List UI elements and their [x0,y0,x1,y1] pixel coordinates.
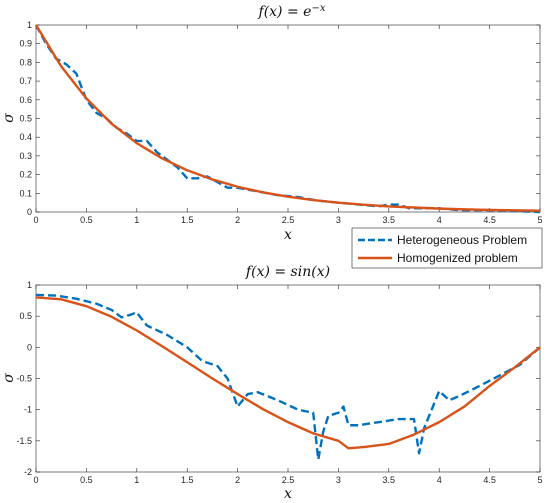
plot-sin-xtick-label: 2 [235,475,240,485]
plot-exp-xtick-label: 0.5 [80,215,93,225]
legend-label-heterogeneous: Heterogeneous Problem [397,233,527,247]
plot-exp-xtick-label: 5 [537,215,542,225]
plot-exp-xlabel: x [284,227,292,243]
plot-sin-axes-box [35,284,541,473]
legend-label-homogenized: Homogenized problem [397,251,518,265]
plot-exp-ylabel: σ [1,113,17,123]
plot-exp-xtick-label: 2.5 [282,215,295,225]
plot-exp-ytick-label: 0.5 [19,114,32,124]
plot-exp-xtick-label: 0 [33,215,38,225]
plot-sin-xtick-label: 5 [537,475,542,485]
plot-sin-xtick-label: 1.5 [181,475,194,485]
plot-sin-xtick-label: 1 [134,475,139,485]
plot-sin-ytick-label: 0 [27,342,32,352]
plot-sin-ytick-label: -1 [24,405,32,415]
plot-exp-xtick-label: 1.5 [181,215,194,225]
plot-sin-xtick-label: 3 [336,475,341,485]
plot-sin-title: f(x) = sin(x) [245,264,330,280]
plot-exp-ytick-label: 0.9 [19,39,32,49]
plot-sin-series-homogenized [35,296,541,450]
plot-exp-ytick-label: 1 [27,20,32,30]
plot-sin-ytick-label: 0.5 [19,311,32,321]
plot-exp-xtick-label: 3 [336,215,341,225]
plot-sin-series-heterogeneous [35,293,541,461]
plot-sin-ytick-label: 1 [27,280,32,290]
plot-sin-xtick-label: 3.5 [383,475,396,485]
plot-exp-xtick-label: 1 [134,215,139,225]
plot-sin-ytick-label: -0.5 [16,374,32,384]
plot-sin-xtick-label: 2.5 [282,475,295,485]
plot-sin-xtick-label: 0 [33,475,38,485]
plot-exp-ytick-label: 0.4 [19,132,32,142]
plot-exp-axes-box [35,24,541,213]
plot-exp-xtick-label: 3.5 [383,215,396,225]
plot-sin-ytick-label: -1.5 [16,436,32,446]
plot-exp-ytick-label: 0.8 [19,57,32,67]
plot-exp: f(x) = e−x 0 0.5 1 1.5 2 2.5 3 3.5 4 4.5 500.10.20… [1,3,543,243]
plot-exp-ytick-label: 0.3 [19,151,32,161]
plot-sin-ticks: 0 0.5 1 1.5 2 2.5 3 3.5 4 4.5 5 -2 -1.5 -1 -0.5 0 0.5 1 [16,280,542,485]
plot-sin-series [35,293,541,461]
plot-sin-xtick-label: 4 [437,475,442,485]
plot-exp-series-homogenized [34,24,541,212]
plot-exp-ytick-label: 0.1 [19,188,32,198]
plot-exp-xtick-label: 4.5 [483,215,496,225]
plot-exp-ytick-label: 0.6 [19,95,32,105]
plot-exp-title: f(x) = e−x [258,3,326,20]
plot-exp-ytick-label: 0.7 [19,76,32,86]
plot-exp-series [34,24,541,214]
plot-exp-xtick-label: 4 [437,215,442,225]
legend-box [351,227,543,269]
plot-sin: f(x) = sin(x) 0 0.5 1 1.5 2 2.5 3 3.5 4 4.5 5 -2 -1.… [1,264,543,502]
plot-exp-xtick-label: 2 [235,215,240,225]
plot-sin-ytick-label: -2 [24,467,32,477]
plot-exp-ytick-label: 0 [27,207,32,217]
plot-sin-xtick-label: 4.5 [483,475,496,485]
plot-sin-ylabel: σ [1,373,17,383]
plot-sin-xtick-label: 0.5 [80,475,93,485]
plot-sin-xlabel: x [284,486,292,502]
legend: Heterogeneous Problem Homogenized proble… [351,227,543,269]
plot-exp-ytick-label: 0.2 [19,170,32,180]
plot-exp-ticks: 0 0.5 1 1.5 2 2.5 3 3.5 4 4.5 5 0 0.1 0.2 0.3 0.4 0.5 0.6… [19,20,542,225]
